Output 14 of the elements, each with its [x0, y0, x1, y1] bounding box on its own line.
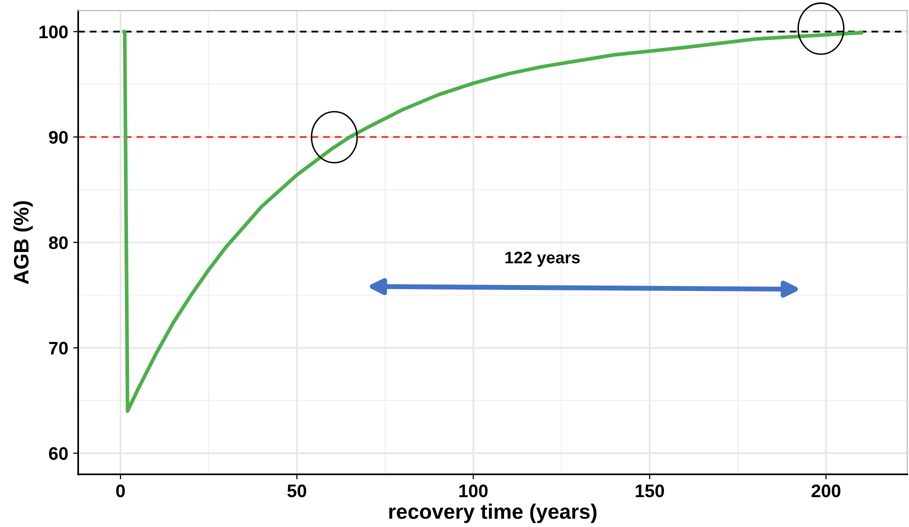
annotation: 122 years [505, 252, 580, 267]
x-axis-title: recovery time (years) [389, 504, 596, 524]
x-tick-label: 0 [116, 484, 125, 498]
x-tick-label: 150 [636, 484, 664, 498]
x-tick-label: 50 [287, 484, 306, 498]
y-tick-label: 80 [48, 236, 68, 250]
y-tick-label: 60 [49, 447, 68, 460]
y-tick-label: 90 [48, 130, 68, 144]
y-tick-label: 70 [49, 342, 68, 355]
line-series [122, 30, 864, 413]
x-tick-label: 100 [459, 484, 488, 498]
x-tick-label: 200 [812, 484, 840, 498]
y-axis-title: AGB (%) [13, 201, 33, 284]
y-tick-label: 100 [39, 26, 68, 38]
